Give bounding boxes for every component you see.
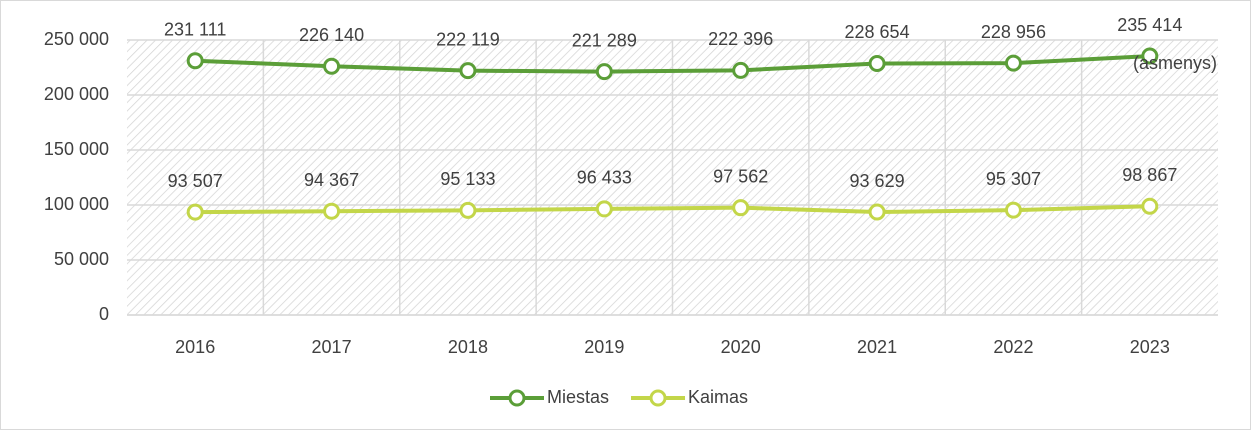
data-point [186, 52, 204, 70]
data-point [1141, 47, 1159, 65]
data-point [186, 203, 204, 221]
data-point [1004, 54, 1022, 72]
data-point [323, 57, 341, 75]
data-label: 93 507 [168, 171, 223, 191]
annotation: (asmenys) [1133, 53, 1217, 73]
data-label: 226 140 [299, 25, 364, 45]
legend-marker [508, 389, 526, 407]
data-label: 222 396 [708, 29, 773, 49]
series-line [195, 204, 1150, 215]
data-label: 94 367 [304, 170, 359, 190]
x-tick-label: 2021 [857, 337, 897, 357]
data-label: 97 562 [713, 166, 768, 186]
data-label: 95 307 [986, 169, 1041, 189]
data-label: 98 867 [1122, 165, 1177, 185]
data-label: 93 629 [850, 171, 905, 191]
y-tick-label: 100 000 [44, 194, 109, 214]
data-point [459, 201, 477, 219]
x-tick-label: 2017 [312, 337, 352, 357]
legend-label: Kaimas [688, 387, 748, 407]
data-label: 95 133 [440, 169, 495, 189]
legend-label: Miestas [547, 387, 609, 407]
x-tick-label: 2023 [1130, 337, 1170, 357]
y-tick-label: 150 000 [44, 139, 109, 159]
data-point [595, 63, 613, 81]
data-label: 96 433 [577, 168, 632, 188]
y-tick-label: 50 000 [54, 249, 109, 269]
data-point [732, 199, 750, 217]
y-tick-label: 250 000 [44, 29, 109, 49]
x-tick-label: 2016 [175, 337, 215, 357]
data-point [868, 203, 886, 221]
data-label: 222 119 [436, 29, 500, 49]
data-label: 221 289 [572, 30, 637, 50]
data-point [459, 62, 477, 80]
series-line [195, 54, 1150, 74]
data-point [595, 200, 613, 218]
x-tick-label: 2019 [584, 337, 624, 357]
data-label: 228 956 [981, 22, 1046, 42]
y-tick-label: 200 000 [44, 84, 109, 104]
data-label: 231 111 [164, 20, 226, 40]
data-label: 228 654 [845, 22, 910, 42]
y-tick-label: 0 [99, 304, 109, 324]
data-point [868, 54, 886, 72]
x-tick-label: 2020 [721, 337, 761, 357]
data-point [1141, 197, 1159, 215]
x-tick-label: 2018 [448, 337, 488, 357]
data-point [323, 202, 341, 220]
legend-marker [649, 389, 667, 407]
x-tick-label: 2022 [993, 337, 1033, 357]
data-point [732, 61, 750, 79]
data-label: 235 414 [1117, 15, 1182, 35]
data-point [1004, 201, 1022, 219]
